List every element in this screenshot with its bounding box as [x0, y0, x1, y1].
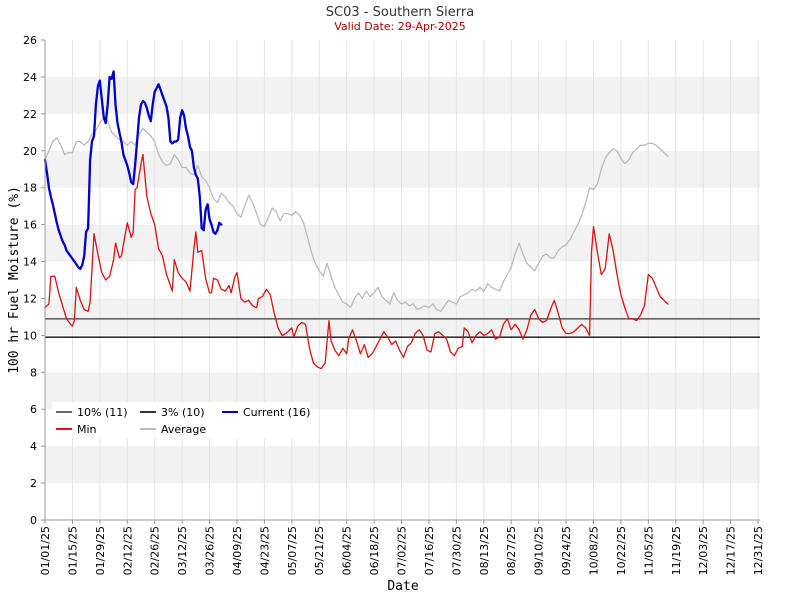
current-series-line [43, 70, 223, 271]
x-tick-label: 08/13/25 [478, 526, 491, 575]
x-tick-label: 12/03/25 [697, 526, 710, 575]
legend-label-10pct: 10% (11) [77, 406, 128, 419]
axes [44, 40, 760, 521]
x-tick-label: 05/21/25 [313, 526, 326, 575]
x-tick-label: 06/18/25 [368, 526, 381, 575]
min-series-line [44, 153, 669, 370]
x-tick-label: 02/12/25 [121, 526, 134, 575]
y-axis-label: 100 hr Fuel Moisture (%) [7, 186, 22, 374]
legend-label-current: Current (16) [243, 406, 310, 419]
grid-band [45, 483, 760, 520]
x-tick-label: 02/26/25 [149, 526, 162, 575]
average-series-line [44, 116, 669, 313]
legend: 10% (11) 3% (10) Current (16) Min Averag… [52, 402, 310, 438]
x-tick-label: 05/07/25 [286, 526, 299, 575]
legend-label-3pct: 3% (10) [161, 406, 205, 419]
x-tick-label: 01/29/25 [94, 526, 107, 575]
x-tick-label: 10/22/25 [615, 526, 628, 575]
chart-title: SC03 - Southern Sierra [326, 5, 474, 20]
y-tick-label: 26 [23, 34, 37, 47]
x-tick-label: 07/16/25 [423, 526, 436, 575]
x-tick-label: 06/04/25 [341, 526, 354, 575]
grid-band [45, 335, 760, 373]
y-tick-label: 18 [23, 182, 37, 195]
x-tick-label: 03/12/25 [176, 526, 189, 575]
grid-band [45, 113, 760, 151]
legend-label-average: Average [161, 423, 206, 436]
x-tick-label: 10/08/25 [587, 526, 600, 575]
vertical-gridlines [44, 40, 759, 520]
grid-band [45, 150, 760, 188]
grid-band [45, 40, 760, 77]
y-tick-label: 10 [23, 329, 37, 342]
grid-band [45, 261, 760, 299]
grid-band [45, 446, 760, 484]
legend-label-min: Min [77, 423, 97, 436]
y-tick-label: 12 [23, 292, 37, 305]
y-tick-label: 8 [30, 366, 37, 379]
chart-subtitle: Valid Date: 29-Apr-2025 [334, 20, 466, 33]
x-tick-label: 11/05/25 [642, 526, 655, 575]
reference-lines [45, 317, 760, 339]
grid-band [45, 76, 760, 114]
grid-bands [45, 40, 760, 520]
grid-band [45, 298, 760, 336]
x-tick-label: 12/17/25 [725, 526, 738, 575]
x-tick-label: 12/31/25 [752, 526, 765, 575]
x-tick-label: 11/19/25 [670, 526, 683, 575]
x-tick-label: 07/30/25 [450, 526, 463, 575]
x-tick-labels: 01/01/25 01/15/25 01/29/25 02/12/25 02/26/25… [39, 520, 765, 575]
y-tick-label: 22 [23, 108, 37, 121]
x-axis-label: Date [387, 579, 418, 594]
x-tick-label: 08/27/25 [505, 526, 518, 575]
y-tick-label: 6 [30, 403, 37, 416]
y-tick-label: 4 [30, 440, 37, 453]
y-tick-label: 2 [30, 477, 37, 490]
legend-box [52, 402, 310, 438]
series-layer [43, 70, 669, 370]
x-tick-label: 09/24/25 [560, 526, 573, 575]
y-tick-label: 20 [23, 145, 37, 158]
x-tick-label: 01/01/25 [39, 526, 52, 575]
x-tick-label: 04/23/25 [258, 526, 271, 575]
x-tick-label: 07/02/25 [396, 526, 409, 575]
y-tick-label: 14 [23, 256, 37, 269]
y-tick-label: 0 [30, 514, 37, 527]
x-tick-label: 09/10/25 [533, 526, 546, 575]
x-tick-label: 03/26/25 [204, 526, 217, 575]
grid-band [45, 224, 760, 262]
x-tick-label: 01/15/25 [66, 526, 79, 575]
y-tick-label: 16 [23, 219, 37, 232]
y-tick-label: 24 [23, 71, 37, 84]
x-tick-label: 04/09/25 [231, 526, 244, 575]
grid-band [45, 187, 760, 225]
